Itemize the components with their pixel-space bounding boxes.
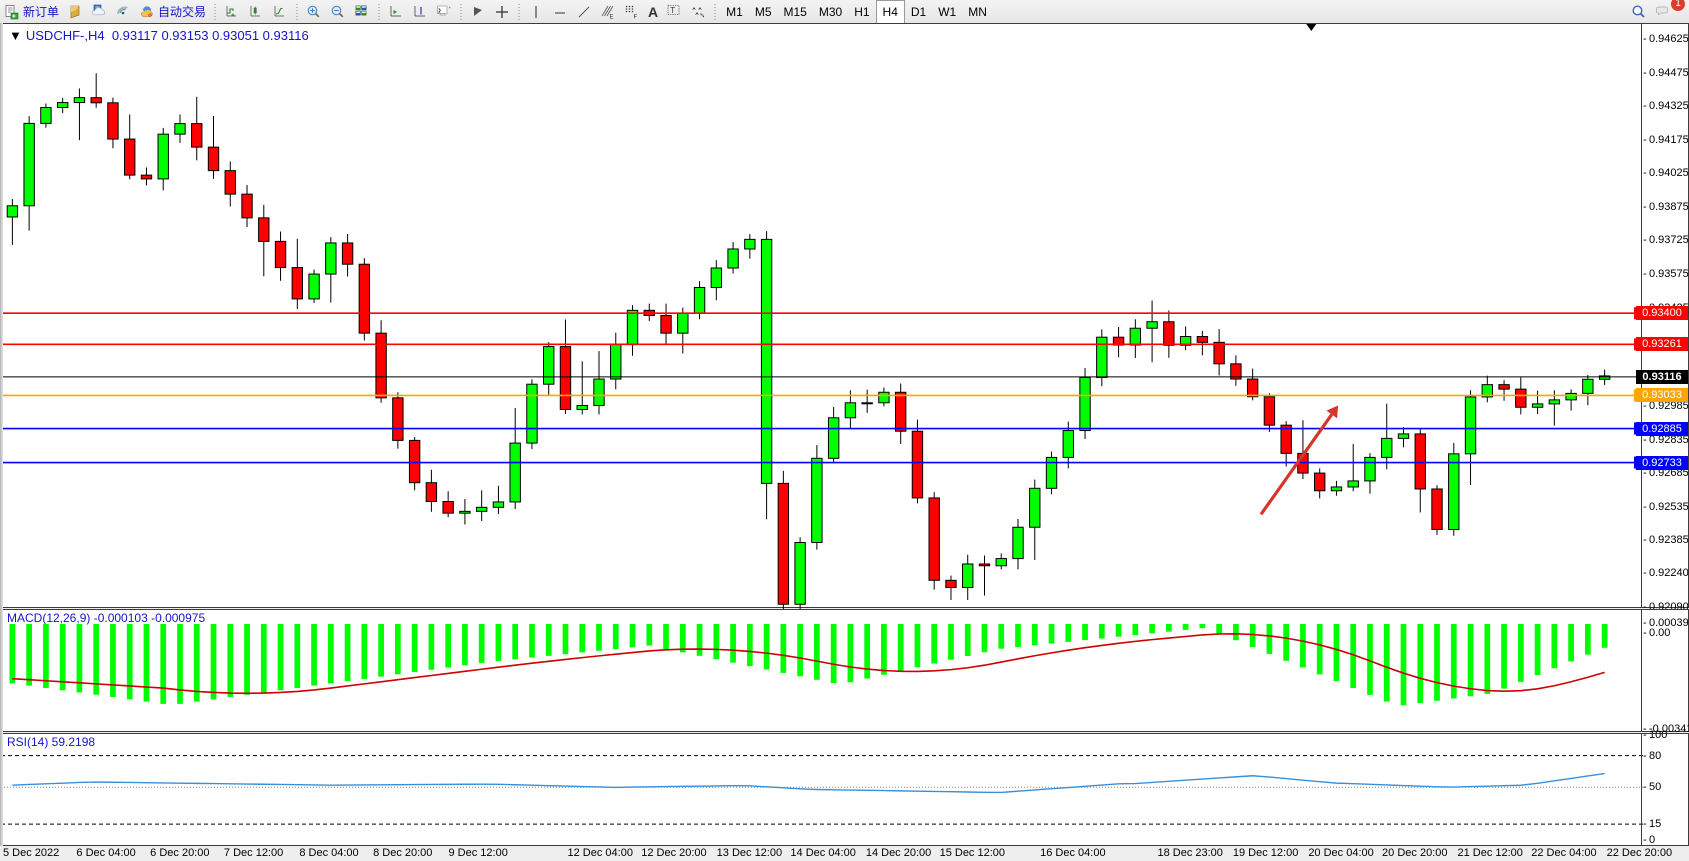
svg-text:E: E (610, 14, 614, 20)
svg-text:F: F (634, 14, 638, 20)
svg-text:T: T (670, 6, 675, 15)
